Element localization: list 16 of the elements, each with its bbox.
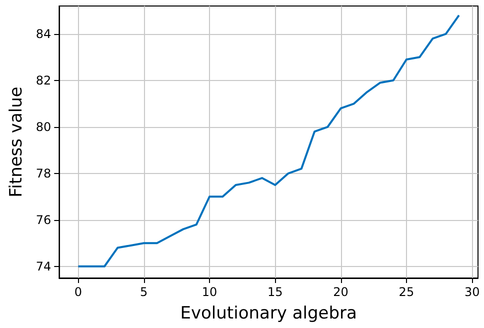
y-tick-label: 84	[36, 26, 52, 41]
y-tick-label: 78	[36, 166, 52, 180]
y-axis-title: Fitness value	[6, 86, 26, 198]
y-tick-label: 80	[36, 120, 52, 134]
x-tick-label: 15	[268, 285, 283, 299]
x-axis-title: Evolutionary algebra	[180, 304, 357, 324]
x-tick-label: 10	[202, 285, 218, 299]
line-series	[77, 14, 460, 268]
x-tick-label: 20	[333, 285, 348, 299]
x-tick-label: 0	[74, 285, 82, 299]
x-tick-label: 5	[140, 285, 148, 299]
y-tick-label: 82	[36, 73, 52, 88]
y-tick-label: 76	[36, 212, 52, 227]
x-tick-label: 30	[464, 285, 480, 299]
y-tick-label: 74	[36, 259, 52, 274]
x-tick-label: 25	[398, 285, 414, 299]
